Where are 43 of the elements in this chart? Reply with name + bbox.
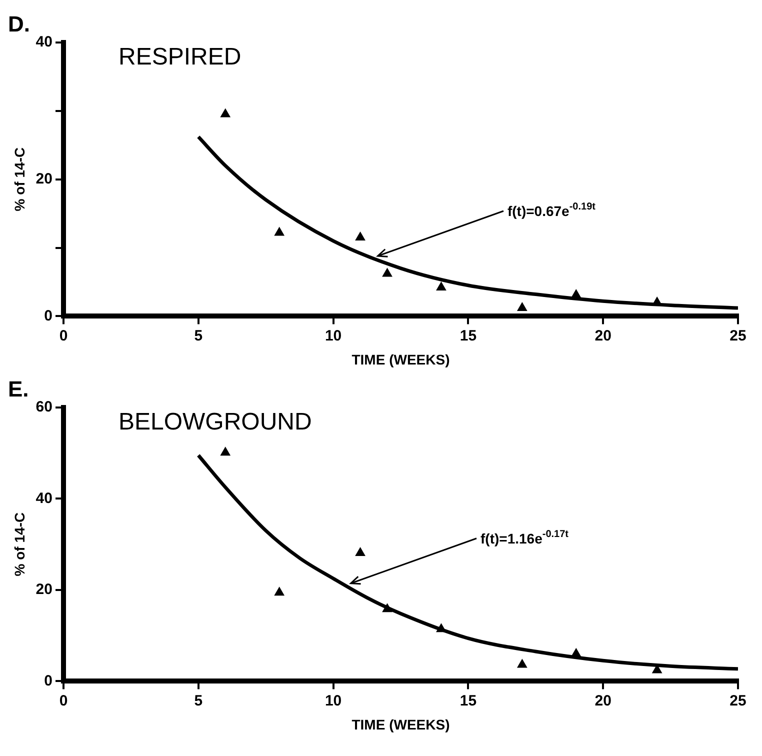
point [382,268,392,277]
x-tick-label: 15 [460,327,477,344]
point [436,624,446,632]
y-tick-label: 60 [36,398,52,416]
point [571,289,581,298]
x-tick-label: 10 [324,692,342,710]
x-tick-label: 0 [59,327,68,344]
annotation: RESPIRED [118,43,242,70]
x-tick-label: 20 [594,327,612,344]
x-tick-label: 25 [730,692,746,710]
point [517,302,527,311]
annotation: BELOWGROUND [118,408,312,436]
x-tick-label: 0 [59,692,68,710]
x-tick-label: 20 [594,692,612,710]
point [355,547,366,556]
line-series [196,135,738,310]
x-tick-label: 25 [730,327,746,344]
y-axis-title: % of 14-C [11,147,28,212]
point [220,447,230,456]
y-tick-label: 40 [36,34,52,51]
y-tick-label: 40 [36,490,52,507]
point [436,282,446,290]
point [274,587,284,596]
x-axis-title: TIME (WEEKS) [352,716,450,732]
point [382,604,392,612]
point [517,659,527,668]
point [274,227,284,236]
x-tick-label: 5 [194,692,203,710]
y-tick-label: 0 [44,307,52,324]
y-tick-label: 0 [44,672,52,690]
line-series [196,454,738,671]
y-tick-label: 20 [36,581,52,598]
x-tick-label: 15 [460,692,477,710]
point [220,108,230,118]
x-axis-title: TIME (WEEKS) [352,351,450,368]
x-tick-label: 5 [194,327,203,344]
chart-title: E. [8,376,29,402]
y-axis-title: % of 14-C [11,512,28,576]
point [355,232,366,240]
point [571,648,581,657]
x-tick-label: 10 [324,327,342,344]
chart-title: D. [8,11,30,36]
y-tick-label: 20 [36,170,52,188]
